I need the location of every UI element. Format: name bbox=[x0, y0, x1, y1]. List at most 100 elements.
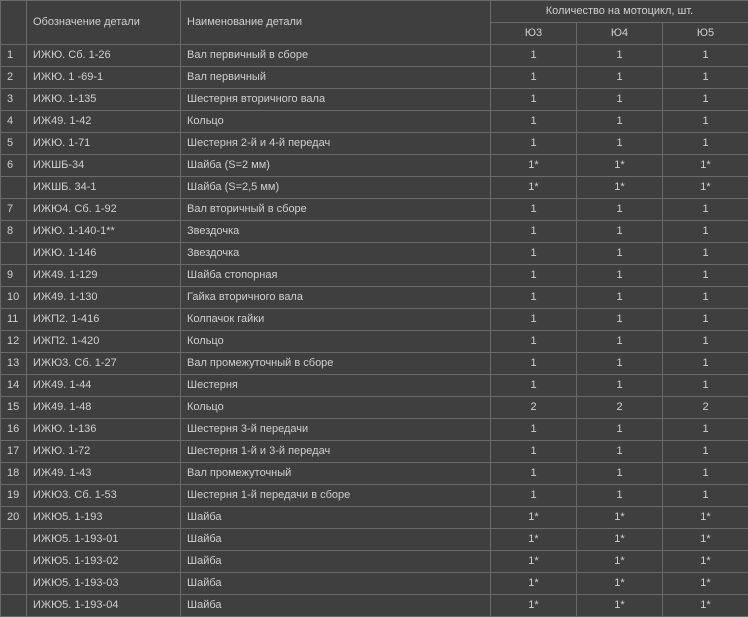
cell-index: 16 bbox=[1, 419, 27, 441]
cell-qty-3: 1* bbox=[663, 155, 748, 177]
cell-qty-3: 1 bbox=[663, 45, 748, 67]
cell-part-code: ИЖ49. 1-44 bbox=[27, 375, 181, 397]
cell-part-name: Шестерня 1-й и 3-й передач bbox=[181, 441, 491, 463]
cell-part-name: Кольцо bbox=[181, 397, 491, 419]
cell-qty-3: 1* bbox=[663, 177, 748, 199]
cell-qty-2: 1 bbox=[577, 199, 663, 221]
cell-index bbox=[1, 529, 27, 551]
table-row: 3ИЖЮ. 1-135Шестерня вторичного вала111 bbox=[1, 89, 748, 111]
cell-qty-2: 1* bbox=[577, 573, 663, 595]
cell-part-code: ИЖЮ. 1 -69-1 bbox=[27, 67, 181, 89]
header-part-name: Наименование детали bbox=[181, 1, 491, 45]
cell-index: 2 bbox=[1, 67, 27, 89]
cell-qty-1: 1 bbox=[491, 221, 577, 243]
cell-part-name: Шайба bbox=[181, 573, 491, 595]
cell-part-code: ИЖЮ. 1-135 bbox=[27, 89, 181, 111]
cell-qty-2: 1 bbox=[577, 309, 663, 331]
cell-index: 18 bbox=[1, 463, 27, 485]
cell-index: 6 bbox=[1, 155, 27, 177]
cell-part-code: ИЖЮ3. Сб. 1-53 bbox=[27, 485, 181, 507]
parts-table: Обозначение детали Наименование детали К… bbox=[0, 0, 748, 617]
cell-part-name: Шайба bbox=[181, 551, 491, 573]
table-row: 16ИЖЮ. 1-136Шестерня 3-й передачи111 bbox=[1, 419, 748, 441]
cell-qty-1: 1 bbox=[491, 331, 577, 353]
cell-qty-1: 1* bbox=[491, 573, 577, 595]
cell-part-code: ИЖЮ. 1-72 bbox=[27, 441, 181, 463]
cell-qty-1: 1 bbox=[491, 353, 577, 375]
table-row: 5ИЖЮ. 1-71Шестерня 2-й и 4-й передач111 bbox=[1, 133, 748, 155]
cell-part-name: Вал первичный bbox=[181, 67, 491, 89]
cell-part-name: Шайба (S=2 мм) bbox=[181, 155, 491, 177]
header-qty-group: Количество на мотоцикл, шт. bbox=[491, 1, 748, 23]
cell-qty-1: 2 bbox=[491, 397, 577, 419]
cell-part-code: ИЖЮ5. 1-193 bbox=[27, 507, 181, 529]
cell-part-name: Вал промежуточный bbox=[181, 463, 491, 485]
cell-index: 15 bbox=[1, 397, 27, 419]
cell-qty-1: 1 bbox=[491, 309, 577, 331]
cell-qty-1: 1* bbox=[491, 507, 577, 529]
cell-index: 7 bbox=[1, 199, 27, 221]
cell-part-code: ИЖЮ. 1-146 bbox=[27, 243, 181, 265]
cell-qty-1: 1 bbox=[491, 133, 577, 155]
cell-qty-1: 1 bbox=[491, 111, 577, 133]
table-row: 6ИЖШБ-34Шайба (S=2 мм)1*1*1* bbox=[1, 155, 748, 177]
cell-qty-2: 1 bbox=[577, 67, 663, 89]
table-row: ИЖЮ5. 1-193-04Шайба1*1*1* bbox=[1, 595, 748, 617]
cell-part-name: Шестерня 3-й передачи bbox=[181, 419, 491, 441]
cell-qty-3: 1* bbox=[663, 529, 748, 551]
cell-qty-1: 1 bbox=[491, 419, 577, 441]
cell-part-code: ИЖШБ-34 bbox=[27, 155, 181, 177]
cell-qty-2: 1 bbox=[577, 45, 663, 67]
table-row: ИЖЮ5. 1-193-02Шайба1*1*1* bbox=[1, 551, 748, 573]
cell-part-code: ИЖЮ5. 1-193-03 bbox=[27, 573, 181, 595]
cell-part-name: Кольцо bbox=[181, 331, 491, 353]
cell-qty-3: 1 bbox=[663, 419, 748, 441]
cell-qty-1: 1* bbox=[491, 595, 577, 617]
cell-qty-3: 1 bbox=[663, 199, 748, 221]
cell-index: 4 bbox=[1, 111, 27, 133]
cell-index bbox=[1, 573, 27, 595]
table-row: 15ИЖ49. 1-48Кольцо222 bbox=[1, 397, 748, 419]
cell-index: 19 bbox=[1, 485, 27, 507]
cell-index bbox=[1, 177, 27, 199]
cell-part-code: ИЖЮ5. 1-193-04 bbox=[27, 595, 181, 617]
cell-qty-2: 1* bbox=[577, 155, 663, 177]
cell-qty-3: 1 bbox=[663, 243, 748, 265]
cell-index bbox=[1, 243, 27, 265]
table-row: 19ИЖЮ3. Сб. 1-53Шестерня 1-й передачи в … bbox=[1, 485, 748, 507]
cell-part-name: Шайба bbox=[181, 507, 491, 529]
cell-qty-3: 1 bbox=[663, 265, 748, 287]
cell-qty-1: 1* bbox=[491, 155, 577, 177]
cell-qty-2: 1 bbox=[577, 265, 663, 287]
table-header: Обозначение детали Наименование детали К… bbox=[1, 1, 748, 45]
cell-qty-2: 1 bbox=[577, 419, 663, 441]
cell-qty-3: 1 bbox=[663, 485, 748, 507]
table-row: 14ИЖ49. 1-44Шестерня111 bbox=[1, 375, 748, 397]
cell-index: 8 bbox=[1, 221, 27, 243]
cell-part-code: ИЖП2. 1-416 bbox=[27, 309, 181, 331]
cell-part-name: Вал промежуточный в сборе bbox=[181, 353, 491, 375]
cell-part-name: Шестерня 2-й и 4-й передач bbox=[181, 133, 491, 155]
cell-part-name: Шайба bbox=[181, 529, 491, 551]
table-row: 11ИЖП2. 1-416Колпачок гайки111 bbox=[1, 309, 748, 331]
cell-qty-2: 1 bbox=[577, 287, 663, 309]
cell-qty-2: 1* bbox=[577, 507, 663, 529]
cell-qty-2: 1 bbox=[577, 111, 663, 133]
cell-qty-3: 1 bbox=[663, 309, 748, 331]
table-row: 1ИЖЮ. Сб. 1-26Вал первичный в сборе111 bbox=[1, 45, 748, 67]
cell-index: 13 bbox=[1, 353, 27, 375]
cell-qty-3: 1 bbox=[663, 353, 748, 375]
table-row: ИЖЮ5. 1-193-03Шайба1*1*1* bbox=[1, 573, 748, 595]
cell-index: 17 bbox=[1, 441, 27, 463]
cell-part-name: Гайка вторичного вала bbox=[181, 287, 491, 309]
cell-part-code: ИЖЮ4. Сб. 1-92 bbox=[27, 199, 181, 221]
cell-part-name: Колпачок гайки bbox=[181, 309, 491, 331]
cell-part-name: Звездочка bbox=[181, 221, 491, 243]
cell-part-code: ИЖ49. 1-129 bbox=[27, 265, 181, 287]
cell-part-code: ИЖ49. 1-42 bbox=[27, 111, 181, 133]
cell-part-name: Звездочка bbox=[181, 243, 491, 265]
cell-index: 9 bbox=[1, 265, 27, 287]
cell-part-code: ИЖЮ. 1-140-1** bbox=[27, 221, 181, 243]
table-row: 7ИЖЮ4. Сб. 1-92Вал вторичный в сборе111 bbox=[1, 199, 748, 221]
cell-qty-2: 1 bbox=[577, 243, 663, 265]
